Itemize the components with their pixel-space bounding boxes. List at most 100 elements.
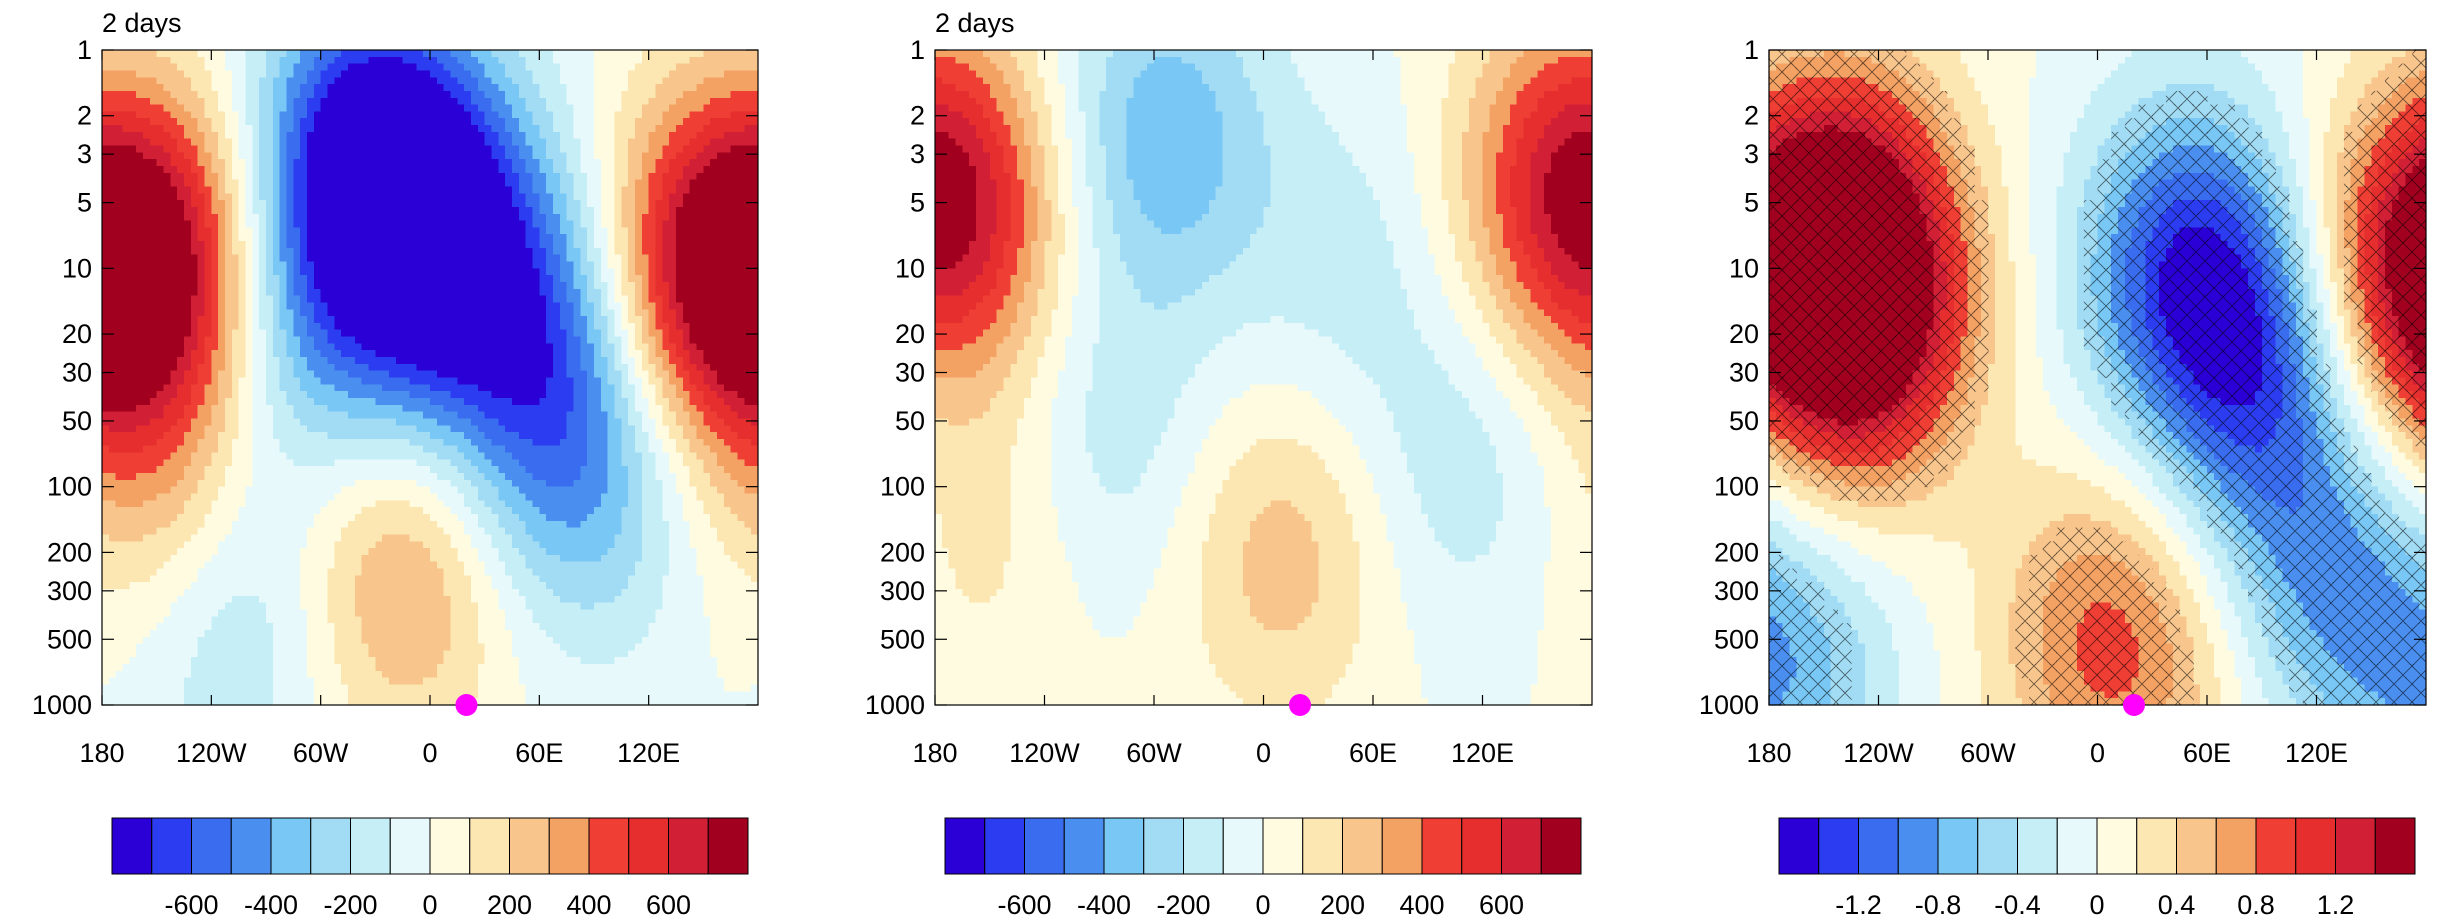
x-tick-label: 180 bbox=[79, 738, 124, 768]
colorbar-swatch bbox=[1819, 818, 1859, 874]
colorbar-swatch bbox=[549, 818, 589, 874]
y-tick-label: 50 bbox=[895, 406, 925, 436]
colorbar: -600 -400 -200 0 200 400 600 bbox=[945, 818, 1581, 917]
colorbar-label: -400 bbox=[1077, 890, 1131, 917]
colorbar-swatch bbox=[2018, 818, 2058, 874]
colorbar-swatch bbox=[1541, 818, 1581, 874]
colorbar-swatch bbox=[510, 818, 550, 874]
colorbar-swatch bbox=[1223, 818, 1263, 874]
colorbar-swatch bbox=[1104, 818, 1144, 874]
y-tick-label: 10 bbox=[62, 253, 92, 283]
colorbar-swatch bbox=[2375, 818, 2415, 874]
x-tick-label: 60W bbox=[293, 738, 349, 768]
colorbar-swatch bbox=[2097, 818, 2137, 874]
colorbar-swatch bbox=[1422, 818, 1462, 874]
x-tick-label: 0 bbox=[2090, 738, 2105, 768]
x-tick-label: 60W bbox=[1960, 738, 2016, 768]
colorbar-label: 0 bbox=[2089, 890, 2104, 917]
x-tick-label: 60W bbox=[1126, 738, 1182, 768]
colorbar-label: 400 bbox=[1399, 890, 1444, 917]
y-tick-label: 2 bbox=[1744, 101, 1759, 131]
x-tick-label: 120W bbox=[1843, 738, 1914, 768]
colorbar-swatch bbox=[2296, 818, 2336, 874]
colorbar-swatch bbox=[2256, 818, 2296, 874]
x-tick-label: 120W bbox=[176, 738, 247, 768]
colorbar-swatch bbox=[1343, 818, 1383, 874]
y-tick-label: 200 bbox=[47, 537, 92, 567]
y-tick-label: 10 bbox=[895, 253, 925, 283]
colorbar-swatch bbox=[311, 818, 351, 874]
y-tick-label: 100 bbox=[880, 472, 925, 502]
y-tick-label: 500 bbox=[47, 624, 92, 654]
y-tick-label: 1 bbox=[77, 35, 92, 65]
field-cells bbox=[102, 50, 759, 706]
colorbar-swatch bbox=[152, 818, 192, 874]
colorbar-label: -0.8 bbox=[1915, 890, 1962, 917]
x-tick-label: 180 bbox=[912, 738, 957, 768]
y-tick-label: 100 bbox=[1714, 472, 1759, 502]
colorbar-label: 400 bbox=[566, 890, 611, 917]
y-tick-label: 30 bbox=[62, 358, 92, 388]
y-tick-label: 30 bbox=[895, 358, 925, 388]
colorbar-swatch bbox=[1144, 818, 1184, 874]
colorbar-swatch bbox=[629, 818, 669, 874]
y-tick-label: 1000 bbox=[1699, 690, 1759, 720]
y-tick-label: 2 bbox=[910, 101, 925, 131]
location-marker bbox=[2123, 694, 2145, 716]
x-tick-label: 60E bbox=[515, 738, 563, 768]
colorbar-label: -1.2 bbox=[1835, 890, 1882, 917]
colorbar-label: -0.4 bbox=[1994, 890, 2041, 917]
y-tick-label: 1000 bbox=[32, 690, 92, 720]
colorbar-label: -200 bbox=[1156, 890, 1210, 917]
colorbar-swatch bbox=[1064, 818, 1104, 874]
colorbar-label: 0.4 bbox=[2158, 890, 2196, 917]
colorbar-swatch bbox=[351, 818, 391, 874]
x-tick-label: 0 bbox=[1256, 738, 1271, 768]
colorbar-swatch bbox=[2216, 818, 2256, 874]
colorbar-swatch bbox=[1184, 818, 1224, 874]
colorbar-swatch bbox=[945, 818, 985, 874]
colorbar-swatch bbox=[1502, 818, 1542, 874]
colorbar-swatch bbox=[2336, 818, 2376, 874]
panel-title: 2 days bbox=[102, 8, 182, 38]
y-tick-label: 100 bbox=[47, 472, 92, 502]
colorbar-label: 0.8 bbox=[2237, 890, 2275, 917]
colorbar-swatch bbox=[1263, 818, 1303, 874]
y-tick-label: 300 bbox=[1714, 576, 1759, 606]
colorbar-label: 200 bbox=[1320, 890, 1365, 917]
x-tick-label: 120E bbox=[2285, 738, 2348, 768]
x-tick-label: 0 bbox=[422, 738, 437, 768]
colorbar-swatch bbox=[2057, 818, 2097, 874]
y-tick-label: 300 bbox=[880, 576, 925, 606]
x-tick-label: 60E bbox=[2183, 738, 2231, 768]
y-tick-label: 5 bbox=[1744, 188, 1759, 218]
y-tick-label: 50 bbox=[62, 406, 92, 436]
y-tick-label: 200 bbox=[880, 537, 925, 567]
colorbar-label: 600 bbox=[1479, 890, 1524, 917]
panel-title: 2 days bbox=[935, 8, 1015, 38]
location-marker bbox=[1289, 694, 1311, 716]
y-tick-label: 3 bbox=[1744, 139, 1759, 169]
x-tick-label: 120E bbox=[617, 738, 680, 768]
y-tick-label: 500 bbox=[1714, 624, 1759, 654]
colorbar-label: 0 bbox=[1255, 890, 1270, 917]
colorbar-label: -600 bbox=[997, 890, 1051, 917]
x-tick-label: 120W bbox=[1009, 738, 1080, 768]
location-marker bbox=[455, 694, 477, 716]
y-tick-label: 200 bbox=[1714, 537, 1759, 567]
colorbar-swatch bbox=[1898, 818, 1938, 874]
y-tick-label: 50 bbox=[1729, 406, 1759, 436]
colorbar-label: -600 bbox=[164, 890, 218, 917]
y-tick-label: 20 bbox=[895, 319, 925, 349]
colorbar-swatch bbox=[1382, 818, 1422, 874]
colorbar-swatch bbox=[231, 818, 271, 874]
x-tick-label: 120E bbox=[1451, 738, 1514, 768]
colorbar-swatch bbox=[2137, 818, 2177, 874]
y-tick-label: 30 bbox=[1729, 358, 1759, 388]
colorbar-swatch bbox=[1303, 818, 1343, 874]
colorbar-swatch bbox=[112, 818, 152, 874]
